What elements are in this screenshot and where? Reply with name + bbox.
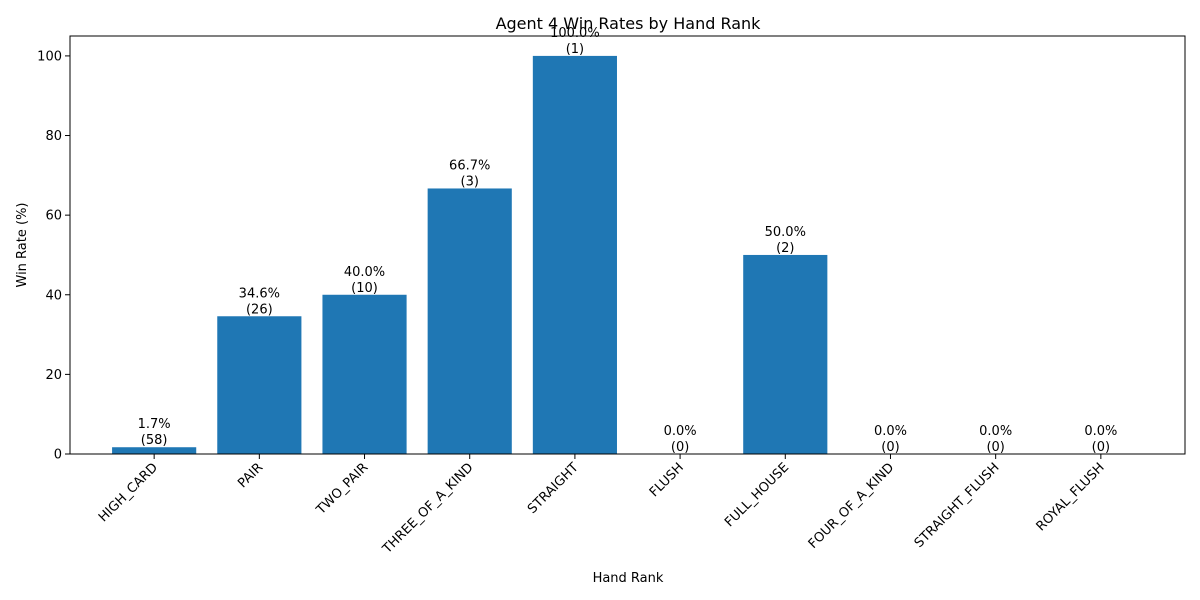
x-tick-label: THREE_OF_A_KIND bbox=[379, 460, 476, 557]
bar-full-house bbox=[743, 254, 828, 454]
data-label-count: (0) bbox=[1092, 440, 1110, 455]
y-tick-label: 60 bbox=[45, 209, 62, 224]
data-label-percent: 0.0% bbox=[1084, 424, 1117, 439]
data-label-percent: 0.0% bbox=[664, 424, 697, 439]
data-label-count: (3) bbox=[461, 174, 479, 189]
x-axis-label: Hand Rank bbox=[593, 571, 664, 586]
data-label-percent: 100.0% bbox=[550, 26, 600, 41]
y-tick-label: 80 bbox=[45, 129, 62, 144]
data-label-percent: 66.7% bbox=[449, 158, 490, 173]
x-tick-label: PAIR bbox=[235, 460, 266, 491]
y-tick-label: 100 bbox=[37, 49, 62, 64]
x-tick-label: HIGH_CARD bbox=[96, 460, 161, 525]
bar-three-of-a-kind bbox=[427, 188, 512, 455]
data-label-percent: 0.0% bbox=[874, 424, 907, 439]
x-tick-label: STRAIGHT_FLUSH bbox=[912, 460, 1003, 551]
x-tick-label: TWO_PAIR bbox=[313, 460, 371, 518]
data-label-count: (0) bbox=[671, 440, 689, 455]
data-label-percent: 50.0% bbox=[765, 225, 806, 240]
y-tick-label: 0 bbox=[54, 448, 62, 463]
data-label-percent: 34.6% bbox=[239, 286, 280, 301]
x-tick-label: FOUR_OF_A_KIND bbox=[806, 460, 898, 552]
y-axis-label: Win Rate (%) bbox=[15, 203, 30, 288]
data-label-count: (2) bbox=[776, 241, 794, 256]
data-label-count: (0) bbox=[986, 440, 1004, 455]
x-tick-label: FLUSH bbox=[647, 460, 687, 500]
data-label-count: (1) bbox=[566, 42, 584, 57]
plot-area: 0 20 40 60 80 100 HIGH_CARD PAIR TWO_PAIR THREE_O… bbox=[37, 26, 1186, 557]
data-label-percent: 0.0% bbox=[979, 424, 1012, 439]
data-label-count: (26) bbox=[246, 302, 273, 317]
data-label-percent: 40.0% bbox=[344, 265, 385, 280]
chart-title: Agent 4 Win Rates by Hand Rank bbox=[496, 14, 762, 33]
data-label-count: (10) bbox=[351, 281, 378, 296]
data-label-count: (0) bbox=[881, 440, 899, 455]
bar-high-card bbox=[112, 447, 197, 454]
x-tick-label: ROYAL_FLUSH bbox=[1034, 460, 1108, 534]
plot-frame bbox=[69, 35, 1186, 455]
bar-straight bbox=[532, 55, 617, 455]
data-label-percent: 1.7% bbox=[138, 417, 171, 432]
y-tick-label: 40 bbox=[45, 288, 62, 303]
y-tick-label: 20 bbox=[45, 368, 62, 383]
data-label-count: (58) bbox=[141, 433, 168, 448]
bar-pair bbox=[217, 316, 302, 454]
bar-two-pair bbox=[322, 294, 407, 454]
x-tick-label: FULL_HOUSE bbox=[722, 460, 792, 530]
x-tick-label: STRAIGHT bbox=[525, 460, 582, 517]
